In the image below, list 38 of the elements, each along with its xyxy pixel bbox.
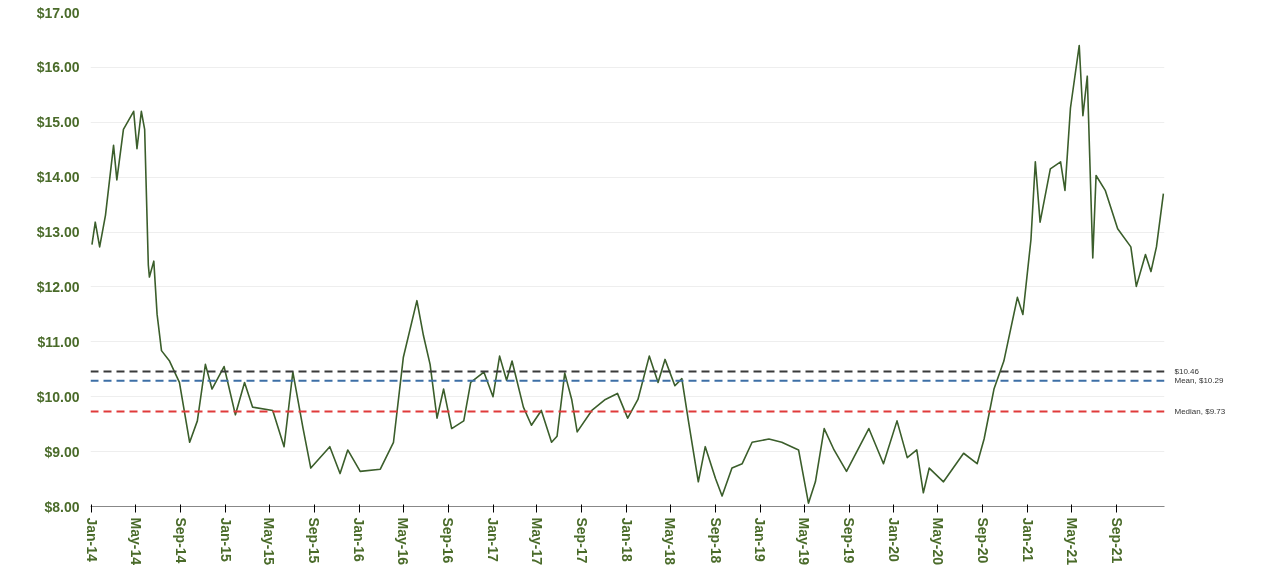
x-tick-label: May-15 xyxy=(261,517,278,566)
x-tick-label: Jan-21 xyxy=(1019,517,1036,563)
x-tick-label: Sep-14 xyxy=(172,517,189,564)
x-tick-label: Sep-17 xyxy=(573,517,590,564)
x-tick-label: Sep-15 xyxy=(306,517,323,564)
y-tick-label: $16.00 xyxy=(36,59,80,76)
x-tick-label: May-20 xyxy=(929,517,946,566)
x-tick-label: Jan-18 xyxy=(618,517,635,563)
y-tick-label: $8.00 xyxy=(44,498,80,515)
y-tick-label: $9.00 xyxy=(44,443,80,460)
x-tick-label: May-14 xyxy=(127,517,144,566)
y-tick-label: $10.00 xyxy=(36,388,80,405)
x-tick-label: Sep-18 xyxy=(707,517,724,564)
x-tick-label: Jan-17 xyxy=(485,517,502,563)
x-tick-label: Jan-15 xyxy=(217,517,234,563)
line-series xyxy=(91,44,1165,505)
x-tick-label: Sep-20 xyxy=(975,517,991,564)
x-tick-label: May-19 xyxy=(796,517,813,566)
ref-line-label: Median, $9.73 xyxy=(1174,407,1226,417)
x-tick-label: May-16 xyxy=(395,517,412,566)
y-tick-label: $15.00 xyxy=(36,114,80,131)
y-tick-label: $12.00 xyxy=(36,278,80,295)
x-tick-label: May-17 xyxy=(528,517,545,566)
x-tick-label: Sep-21 xyxy=(1108,517,1125,564)
y-tick-label: $11.00 xyxy=(37,333,80,350)
x-tick-label: May-21 xyxy=(1063,517,1080,566)
x-tick-label: Jan-19 xyxy=(752,517,769,563)
ref-line-label: $10.46 xyxy=(1174,366,1200,376)
x-tick-label: Jan-20 xyxy=(885,517,902,563)
ref-line-label: Mean, $10.29 xyxy=(1174,376,1224,386)
x-tick-label: Sep-19 xyxy=(841,517,858,564)
x-tick-label: Sep-16 xyxy=(440,517,457,564)
y-tick-label: $13.00 xyxy=(36,224,80,241)
y-tick-label: $14.00 xyxy=(36,169,80,186)
x-tick-label: Jan-14 xyxy=(83,517,100,563)
x-tick-label: Jan-16 xyxy=(351,517,368,563)
y-tick-label: $17.00 xyxy=(36,4,80,21)
x-tick-label: May-18 xyxy=(662,517,679,566)
